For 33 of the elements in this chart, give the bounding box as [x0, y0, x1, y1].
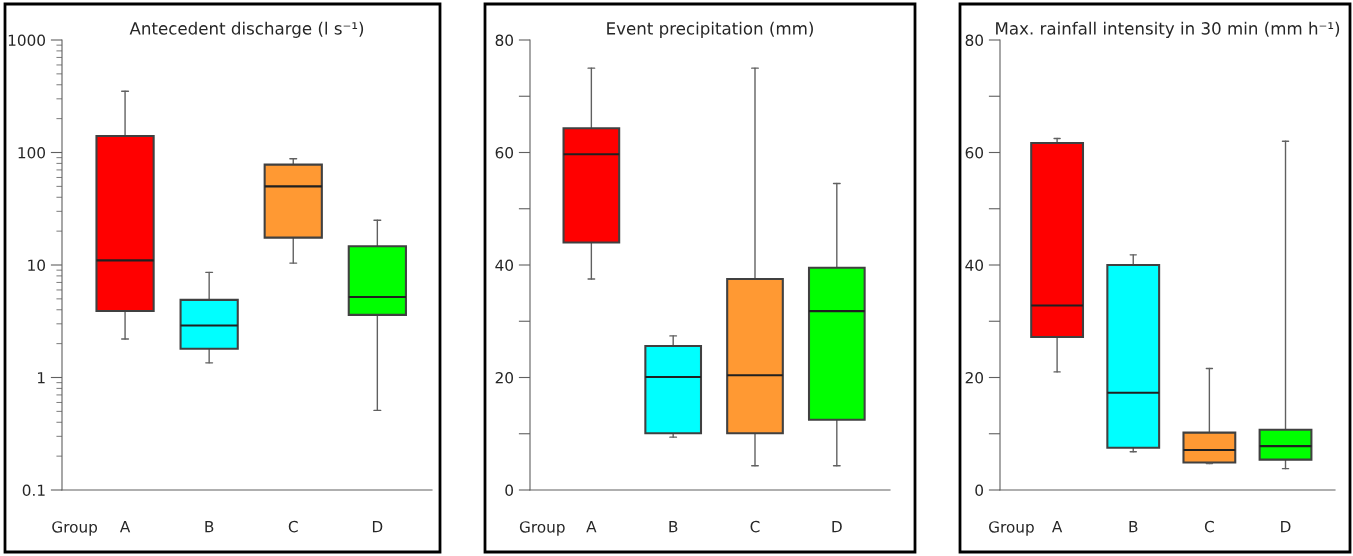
x-tick-label: C: [750, 520, 760, 533]
y-tick-label: 20: [965, 371, 984, 384]
y-tick-label: 40: [495, 259, 514, 272]
y-tick-label: 80: [965, 34, 984, 47]
x-tick-label: D: [372, 521, 383, 533]
y-tick-label: 0.1: [22, 484, 45, 497]
y-tick-label: 40: [965, 259, 984, 272]
y-tick-label: 100: [18, 146, 46, 159]
x-axis-title: Group: [519, 521, 565, 536]
y-tick-label: 0: [505, 484, 514, 497]
chart-title: Event precipitation (mm): [607, 21, 813, 38]
chart-title: Max. rainfall intensity in 30 min (mm h⁻¹): [996, 21, 1340, 38]
x-tick-label: D: [1281, 521, 1291, 533]
x-axis-title: Group: [52, 521, 98, 536]
y-tick-label: 10: [28, 259, 46, 272]
y-tick-label: 1: [37, 372, 45, 384]
x-tick-label: C: [288, 520, 298, 533]
y-tick-label: 60: [495, 146, 514, 159]
x-tick-label: A: [586, 521, 597, 533]
x-tick-label: B: [205, 521, 214, 533]
y-tick-label: 20: [495, 371, 514, 384]
x-tick-label: C: [1204, 520, 1214, 533]
y-tick-label: 1000: [8, 34, 46, 47]
y-tick-label: 0: [975, 484, 984, 497]
x-tick-label: B: [669, 521, 678, 533]
x-tick-label: A: [1052, 521, 1063, 533]
chart-title: Antecedent discharge (l s⁻¹): [129, 21, 364, 38]
x-axis-title: Group: [989, 521, 1034, 536]
y-tick-label: 80: [495, 34, 514, 47]
x-tick-label: B: [1129, 521, 1138, 533]
y-tick-label: 60: [965, 146, 984, 159]
x-tick-label: D: [832, 521, 842, 533]
x-tick-label: A: [119, 521, 131, 533]
